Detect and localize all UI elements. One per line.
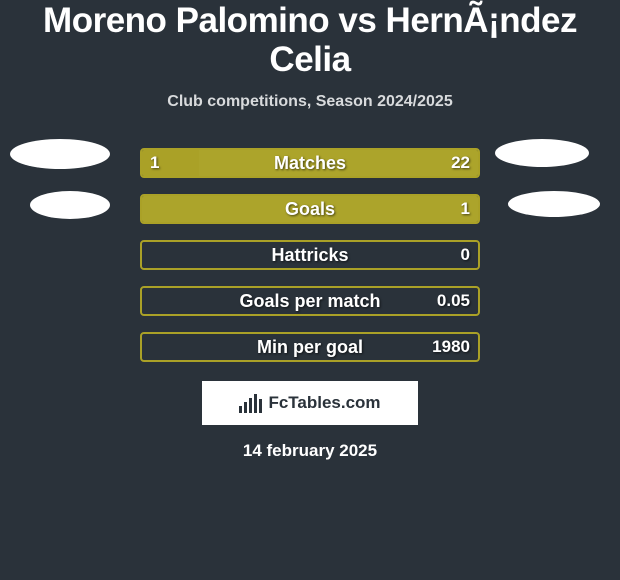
page-title: Moreno Palomino vs HernÃ¡ndez Celia: [0, 2, 620, 79]
stat-row: Goals per match0.05: [0, 277, 620, 323]
infographic-container: Moreno Palomino vs HernÃ¡ndez Celia Club…: [0, 0, 620, 461]
avatar: [30, 191, 110, 219]
avatar: [10, 139, 110, 169]
bar-track: [140, 286, 480, 316]
attribution-logo-icon: [239, 393, 262, 413]
bar-track: [140, 332, 480, 362]
bar-right: [199, 150, 478, 176]
subtitle: Club competitions, Season 2024/2025: [0, 93, 620, 111]
bar-track: [140, 148, 480, 178]
attribution-text: FcTables.com: [268, 393, 380, 413]
bar-track: [140, 194, 480, 224]
attribution-box: FcTables.com: [202, 381, 418, 425]
chart-area: Matches122Goals1Hattricks0Goals per matc…: [0, 139, 620, 369]
bar-right: [142, 196, 478, 222]
bar-left: [142, 150, 199, 176]
stat-row: Hattricks0: [0, 231, 620, 277]
bar-track: [140, 240, 480, 270]
avatar: [495, 139, 589, 167]
date-text: 14 february 2025: [0, 441, 620, 461]
avatar: [508, 191, 600, 217]
stat-row: Min per goal1980: [0, 323, 620, 369]
